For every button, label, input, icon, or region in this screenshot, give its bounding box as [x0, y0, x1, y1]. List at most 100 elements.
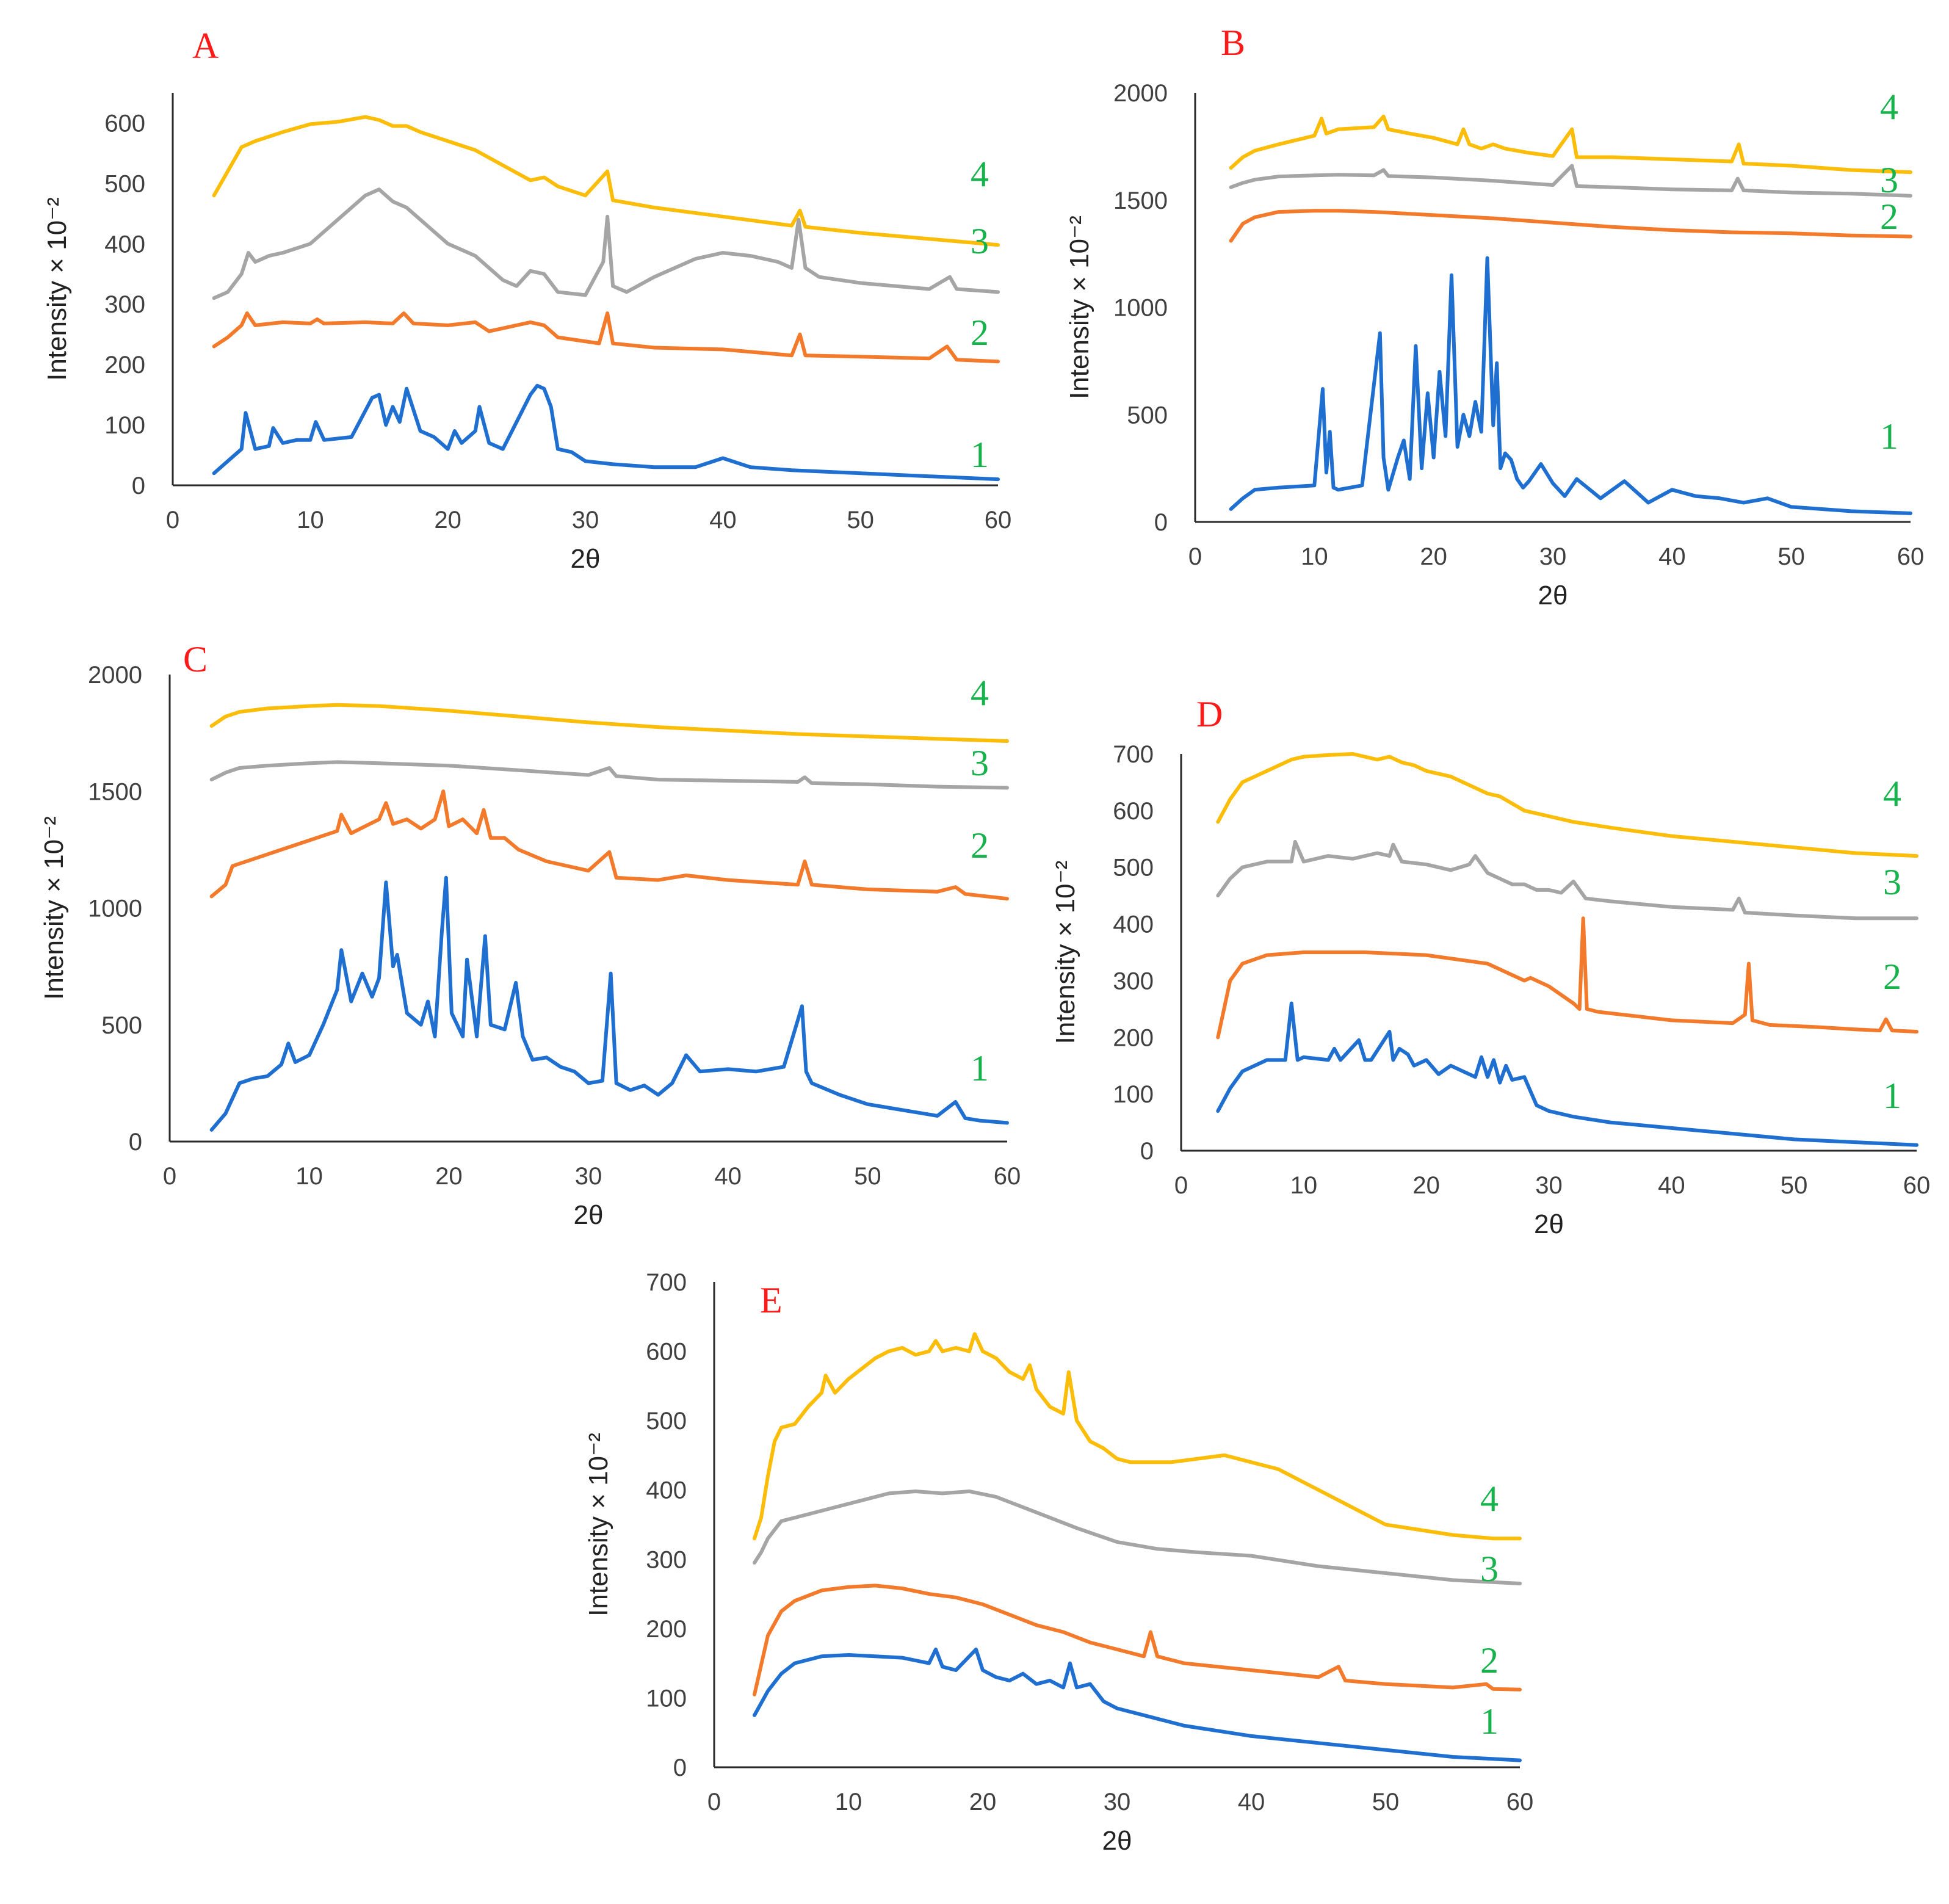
x-tick-label: 10	[1290, 1172, 1318, 1199]
y-tick-label: 400	[1113, 911, 1154, 938]
x-tick-label: 0	[166, 507, 179, 534]
chart-panel-e: 0 10 20 30 40 50 6001002003004005006007002θInt…	[584, 1269, 1533, 1856]
series-4-line	[753, 1332, 1522, 1541]
x-tick-label: 20	[1412, 1172, 1440, 1199]
x-tick-label: 50	[1372, 1789, 1400, 1815]
x-tick-label: 0	[1174, 1172, 1188, 1199]
y-tick-label: 600	[646, 1339, 687, 1366]
panel-letter: E	[760, 1280, 783, 1320]
y-axis-title: Intensity × 10⁻²	[1050, 861, 1080, 1044]
y-axis-title: Intensity × 10⁻²	[1065, 215, 1094, 399]
x-tick-label: 10	[297, 507, 324, 534]
series-1-line	[1229, 256, 1912, 515]
x-tick-label: 60	[1897, 543, 1925, 570]
x-axis-title: 2θ	[1538, 581, 1568, 610]
series-label-2: 2	[971, 313, 989, 353]
series-2-line	[1216, 916, 1918, 1040]
series-label-4: 4	[971, 154, 989, 194]
series-label-1: 1	[971, 435, 989, 475]
series-label-4: 4	[971, 673, 989, 713]
x-tick-label: 20	[435, 1163, 463, 1190]
series-1-line	[209, 875, 1009, 1132]
x-tick-label: 50	[1781, 1172, 1808, 1199]
y-tick-label: 1000	[88, 896, 142, 922]
series-2-line	[753, 1584, 1522, 1696]
y-tick-label: 100	[1113, 1081, 1154, 1108]
y-tick-label: 700	[1113, 741, 1154, 768]
y-tick-label: 700	[646, 1269, 687, 1296]
series-label-2: 2	[971, 825, 989, 866]
panel-letter: A	[192, 26, 219, 66]
x-axis-title: 2θ	[574, 1200, 604, 1230]
panel-letter: C	[183, 639, 208, 679]
panel-letter: B	[1221, 23, 1245, 63]
series-2-line	[212, 311, 1000, 364]
series-1-line	[753, 1647, 1522, 1762]
y-tick-label: 500	[1127, 402, 1168, 429]
x-tick-label: 60	[1506, 1789, 1534, 1815]
series-label-2: 2	[1883, 957, 1901, 997]
series-2-line	[1229, 209, 1912, 243]
series-4-line	[209, 703, 1009, 743]
series-label-4: 4	[1480, 1479, 1499, 1519]
series-2-line	[209, 789, 1009, 901]
series-label-3: 3	[971, 743, 989, 783]
y-tick-label: 300	[646, 1546, 687, 1573]
y-tick-label: 1500	[1113, 187, 1168, 214]
x-tick-label: 40	[1658, 1172, 1685, 1199]
series-4-line	[212, 115, 1000, 247]
x-tick-label: 40	[709, 507, 737, 534]
panel-letter: D	[1196, 694, 1223, 734]
series-3-line	[212, 187, 1000, 300]
x-tick-label: 50	[847, 507, 874, 534]
x-tick-label: 0	[1188, 543, 1202, 570]
x-tick-label: 30	[575, 1163, 602, 1190]
x-axis-title: 2θ	[1102, 1826, 1132, 1856]
series-label-1: 1	[971, 1048, 989, 1088]
x-tick-label: 50	[1777, 543, 1805, 570]
y-tick-label: 1500	[88, 778, 142, 805]
series-label-1: 1	[1880, 416, 1898, 457]
y-tick-label: 0	[673, 1754, 687, 1781]
y-tick-label: 200	[646, 1616, 687, 1643]
x-tick-label: 20	[969, 1789, 997, 1815]
y-tick-label: 600	[1113, 798, 1154, 825]
chart-panel-d: 0 10 20 30 40 50 6001002003004005006007002θInt…	[1050, 694, 1930, 1239]
series-label-4: 4	[1880, 87, 1898, 127]
y-tick-label: 1000	[1113, 295, 1168, 322]
y-axis-title: Intensity × 10⁻²	[584, 1433, 613, 1616]
x-tick-label: 10	[1301, 543, 1328, 570]
x-tick-label: 60	[994, 1163, 1021, 1190]
series-3-line	[209, 760, 1009, 790]
x-tick-label: 20	[434, 507, 461, 534]
series-4-line	[1229, 114, 1912, 175]
x-tick-label: 30	[1535, 1172, 1563, 1199]
x-tick-label: 30	[1104, 1789, 1131, 1815]
series-label-3: 3	[1880, 160, 1898, 200]
y-tick-label: 400	[104, 231, 145, 258]
y-axis-title: Intensity × 10⁻²	[39, 816, 69, 1000]
y-axis-title: Intensity × 10⁻²	[42, 197, 72, 381]
y-tick-label: 500	[104, 170, 145, 197]
y-tick-label: 100	[104, 412, 145, 439]
chart-panel-b: 0 10 20 30 40 50 60 0 500 1000 1500 2000 2θ Intensity…	[1065, 23, 1924, 610]
y-tick-label: 2000	[1113, 80, 1168, 107]
series-label-3: 3	[1480, 1549, 1499, 1589]
x-tick-label: 40	[1238, 1789, 1265, 1815]
y-tick-label: 600	[104, 110, 145, 137]
y-tick-label: 400	[646, 1477, 687, 1504]
x-tick-label: 60	[985, 507, 1012, 534]
series-1-line	[212, 383, 1000, 482]
y-tick-label: 2000	[88, 662, 142, 689]
series-label-1: 1	[1480, 1701, 1499, 1742]
x-axis-title: 2θ	[1534, 1209, 1564, 1239]
series-label-4: 4	[1883, 773, 1901, 814]
series-label-3: 3	[1883, 862, 1901, 902]
x-tick-label: 10	[295, 1163, 323, 1190]
series-label-1: 1	[1883, 1076, 1901, 1116]
y-tick-label: 0	[1140, 1138, 1154, 1165]
series-label-2: 2	[1480, 1640, 1499, 1681]
x-tick-label: 0	[163, 1163, 176, 1190]
chart-panel-c: 0 10 20 30 40 50 60 0 500 1000 1500 2000 2θ Intensity…	[39, 639, 1021, 1230]
x-axis-title: 2θ	[571, 544, 601, 574]
